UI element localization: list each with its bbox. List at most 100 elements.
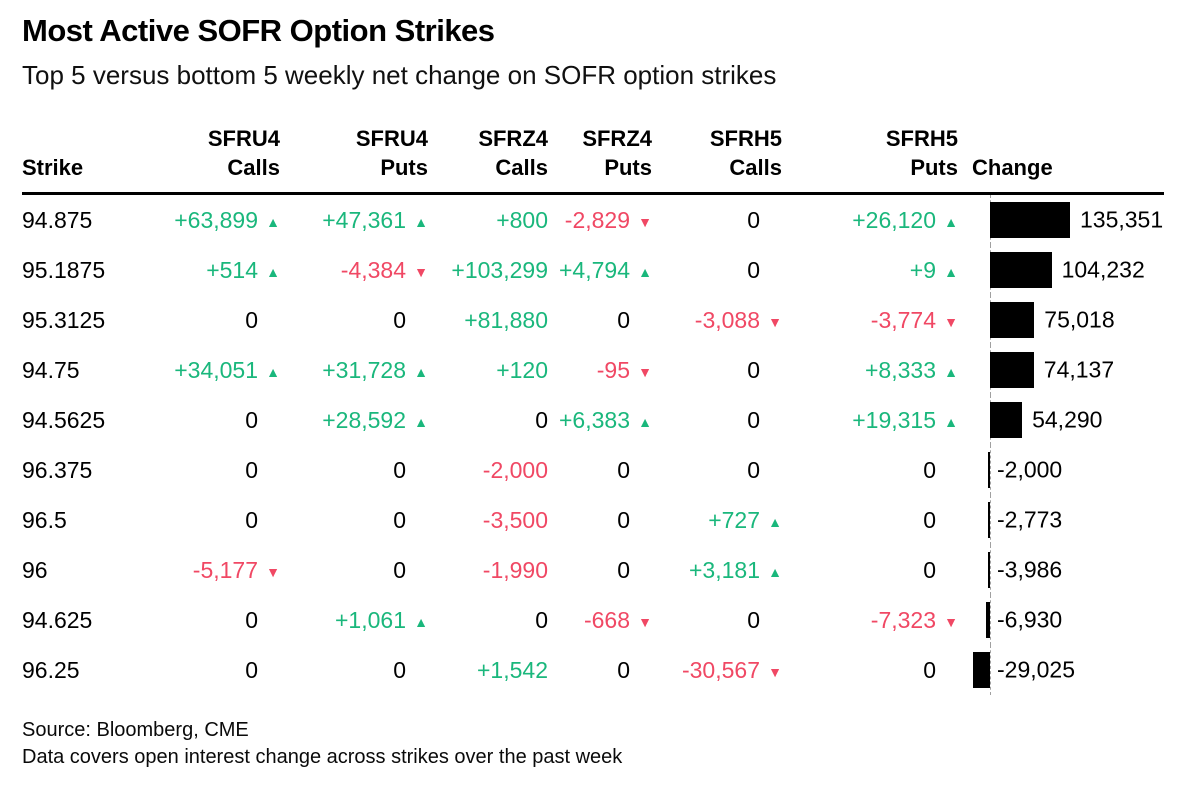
value-cell: 0 [280, 495, 428, 545]
value-cell: +8,333 ▲ [782, 345, 958, 395]
strike-cell: 94.625 [22, 606, 93, 633]
value-text: -3,088 [694, 306, 760, 333]
table-row: 96 -5,177 ▼ 0 -1,990 0 +3,181 ▲ 0 -3,986 [22, 545, 1164, 595]
table-header-row: Strike SFRU4 Calls SFRU4 Puts SFRZ4 Call… [22, 124, 1164, 195]
value-text: 0 [747, 356, 760, 383]
strike-cell: 96.5 [22, 506, 67, 533]
value-text: 0 [617, 656, 630, 683]
value-cell: 0 [652, 345, 782, 395]
strike-cell: 96.25 [22, 656, 80, 683]
value-cell: 0 [142, 495, 280, 545]
value-cell: 0 [280, 645, 428, 695]
value-cell: +103,299 [428, 245, 548, 295]
value-cell: 0 [142, 645, 280, 695]
up-arrow-icon: ▲ [768, 563, 782, 580]
change-value-label: -2,773 [997, 506, 1063, 533]
up-arrow-icon: ▲ [414, 613, 428, 630]
down-arrow-icon: ▼ [266, 563, 280, 580]
value-cell: -95 ▼ [548, 345, 652, 395]
value-text: 0 [617, 506, 630, 533]
strike-cell: 96 [22, 556, 48, 583]
value-text: +63,899 [174, 206, 258, 233]
value-cell: -5,177 ▼ [142, 545, 280, 595]
value-text: -668 [583, 606, 630, 633]
value-cell: +31,728 ▲ [280, 345, 428, 395]
column-header-sfrh5-calls: SFRH5 Calls [652, 124, 782, 195]
value-cell: +28,592 ▲ [280, 395, 428, 445]
change-bar-area: 104,232 [958, 245, 1164, 295]
change-bar-area: 74,137 [958, 345, 1164, 395]
change-value-label: 75,018 [1044, 306, 1115, 333]
strike-cell: 95.1875 [22, 256, 106, 283]
value-cell: +514 ▲ [142, 245, 280, 295]
value-cell: +47,361 ▲ [280, 194, 428, 246]
change-bar [972, 652, 990, 688]
value-text: 0 [923, 506, 936, 533]
column-header-strike: Strike [22, 124, 142, 195]
strike-cell: 94.75 [22, 356, 80, 383]
up-arrow-icon: ▲ [266, 263, 280, 280]
change-bar [988, 452, 990, 488]
table-row: 96.25 0 0 +1,542 0 -30,567 ▼ 0 -29,025 [22, 645, 1164, 695]
change-bar-area: 54,290 [958, 395, 1164, 445]
note-text: Data covers open interest change across … [22, 746, 623, 768]
zero-baseline [990, 545, 991, 595]
change-bar [990, 302, 1035, 338]
table-row: 94.875 +63,899 ▲ +47,361 ▲ +800 -2,829 ▼ 0 +26,12… [22, 194, 1164, 246]
value-cell: +1,542 [428, 645, 548, 695]
value-text: +727 [708, 506, 760, 533]
value-cell: 0 [652, 595, 782, 645]
value-text: -3,500 [482, 506, 548, 533]
table-row: 94.625 0 +1,061 ▲ 0 -668 ▼ 0 -7,323 ▼ -6,930 [22, 595, 1164, 645]
value-cell: +4,794 ▲ [548, 245, 652, 295]
value-cell: -668 ▼ [548, 595, 652, 645]
value-cell: 0 [652, 194, 782, 246]
value-cell: 0 [142, 445, 280, 495]
up-arrow-icon: ▲ [944, 213, 958, 230]
value-text: 0 [535, 606, 548, 633]
column-header-sfru4-calls: SFRU4 Calls [142, 124, 280, 195]
change-cell: -29,025 [958, 645, 1164, 695]
change-bar-area: -2,000 [958, 445, 1164, 495]
value-text: +1,542 [477, 656, 548, 683]
value-text: -95 [596, 356, 630, 383]
change-bar [990, 352, 1034, 388]
value-text: +4,794 [559, 256, 630, 283]
value-text: +3,181 [689, 556, 760, 583]
strike-cell: 96.375 [22, 456, 93, 483]
value-cell: +19,315 ▲ [782, 395, 958, 445]
value-text: +26,120 [852, 206, 936, 233]
value-text: 0 [617, 456, 630, 483]
value-cell: 0 [782, 545, 958, 595]
value-text: 0 [923, 456, 936, 483]
value-text: -7,323 [870, 606, 936, 633]
value-text: +31,728 [322, 356, 406, 383]
change-bar [985, 602, 990, 638]
down-arrow-icon: ▼ [768, 313, 782, 330]
table-row: 96.5 0 0 -3,500 0 +727 ▲ 0 -2,773 [22, 495, 1164, 545]
value-text: 0 [245, 406, 258, 433]
up-arrow-icon: ▲ [414, 213, 428, 230]
value-cell: 0 [782, 495, 958, 545]
value-text: +120 [496, 356, 548, 383]
change-bar-area: -2,773 [958, 495, 1164, 545]
value-text: 0 [393, 506, 406, 533]
value-text: 0 [747, 206, 760, 233]
change-cell: -2,000 [958, 445, 1164, 495]
value-text: 0 [747, 256, 760, 283]
change-bar-area: 135,351 [958, 195, 1164, 245]
change-value-label: 74,137 [1043, 356, 1115, 383]
value-text: +800 [496, 206, 548, 233]
column-header-sfru4-puts: SFRU4 Puts [280, 124, 428, 195]
value-cell: 0 [548, 445, 652, 495]
value-text: 0 [617, 556, 630, 583]
value-cell: 0 [652, 395, 782, 445]
table-row: 95.3125 0 0 +81,880 0 -3,088 ▼ -3,774 ▼ 75,018 [22, 295, 1164, 345]
change-bar-area: -3,986 [958, 545, 1164, 595]
footer: Source: Bloomberg, CME Data covers open … [22, 717, 1164, 771]
change-cell: 75,018 [958, 295, 1164, 345]
value-text: 0 [617, 306, 630, 333]
change-bar [990, 252, 1052, 288]
zero-baseline [990, 595, 991, 645]
down-arrow-icon: ▼ [414, 263, 428, 280]
